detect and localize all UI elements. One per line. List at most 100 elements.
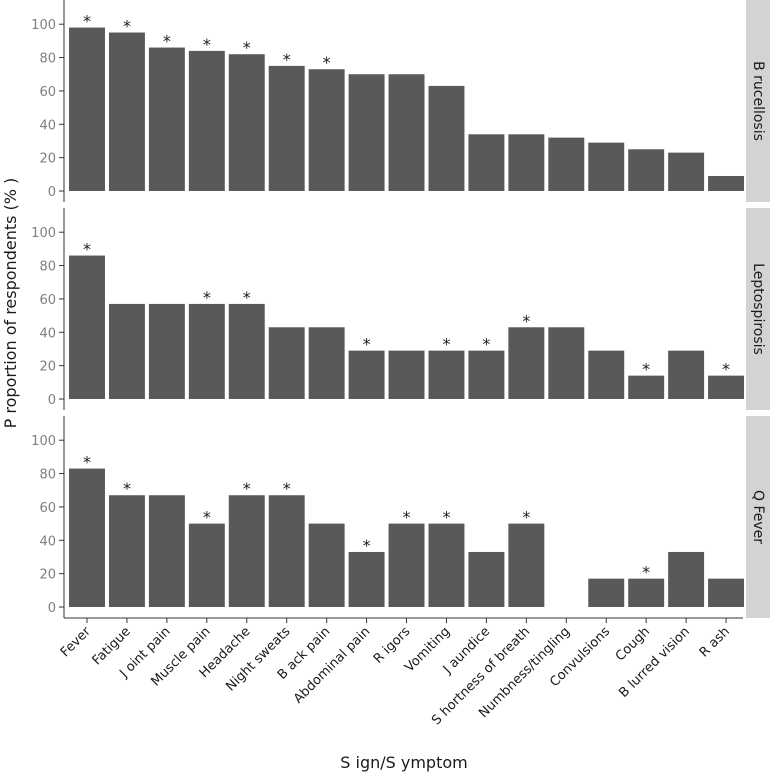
bar-j-aundice [468, 551, 505, 607]
y-tick-label: 80 [39, 260, 56, 275]
bar-b-lurred-vision [668, 152, 705, 191]
bar-j-oint-pain [148, 303, 185, 399]
bar-numbness-tingling [548, 137, 585, 191]
significance-marker: * [442, 335, 450, 354]
bar-fatigue [108, 32, 145, 191]
y-tick-label: 60 [39, 501, 56, 516]
bar-headache [228, 303, 265, 399]
y-tick-label: 0 [48, 185, 56, 200]
bar-r-ash [708, 375, 745, 399]
bar-r-ash [708, 175, 745, 191]
bar-abdominal-pain [348, 551, 385, 607]
y-tick-label: 20 [39, 360, 56, 375]
bar-b-ack-pain [308, 69, 345, 191]
panel-b-rucellosis: 0 20 40 60 80 100 * * * * * * * B rucellosis [31, 0, 770, 202]
significance-marker: * [642, 360, 650, 379]
bar-muscle-pain [188, 523, 225, 607]
significance-marker: * [203, 35, 211, 54]
bar-s-hortness-of-breath [508, 134, 545, 191]
significance-marker: * [123, 17, 131, 36]
y-tick-label: 20 [39, 568, 56, 583]
bar-fatigue [108, 303, 145, 399]
y-tick-label: 0 [48, 601, 56, 616]
facet-strip [746, 0, 770, 202]
bar-numbness-tingling [548, 327, 585, 399]
significance-marker: * [363, 335, 371, 354]
y-tick-label: 40 [39, 326, 56, 341]
bar-abdominal-pain [348, 350, 385, 399]
bar-headache [228, 495, 265, 607]
bar-convulsions [588, 578, 625, 607]
y-tick-label: 0 [48, 393, 56, 408]
bar-b-lurred-vision [668, 551, 705, 607]
y-axis-title: P roportion of respondents (% ) [1, 178, 20, 429]
significance-marker: * [522, 311, 530, 330]
y-tick-label: 40 [39, 534, 56, 549]
bar-fever [69, 255, 105, 399]
x-tick-label-abdominal-pain: Abdominal pain [291, 624, 373, 706]
facet-label-leptospirosis: Leptospirosis [750, 263, 766, 355]
y-tick-label: 80 [39, 52, 56, 67]
bar-s-hortness-of-breath [508, 327, 545, 399]
bar-abdominal-pain [348, 74, 385, 191]
y-tick-label: 20 [39, 152, 56, 167]
bar-b-ack-pain [308, 327, 345, 399]
panel-leptospirosis: 0 20 40 60 80 100 * * * * * * * * * Leptospirosis [31, 208, 770, 410]
bar-fever [69, 27, 105, 192]
bar-convulsions [588, 142, 625, 191]
significance-marker: * [123, 479, 131, 498]
y-tick-label: 100 [31, 18, 56, 33]
significance-marker: * [243, 479, 251, 498]
bar-night-sweats [268, 327, 305, 399]
x-tick-label-b-lurred-vision: B lurred vision [616, 624, 693, 701]
bar-s-hortness-of-breath [508, 523, 545, 607]
significance-marker: * [243, 288, 251, 307]
y-tick-label: 100 [31, 434, 56, 449]
bar-cough [628, 578, 665, 607]
bar-fever [69, 468, 105, 607]
bar-cough [628, 375, 665, 399]
bar-vomiting [428, 523, 465, 607]
bar-r-igors [388, 350, 425, 399]
y-tick-label: 60 [39, 85, 56, 100]
y-tick-label: 40 [39, 118, 56, 133]
x-tick-label-r-ash: R ash [697, 624, 733, 660]
bar-r-ash [708, 578, 745, 607]
bar-muscle-pain [188, 303, 225, 399]
bar-j-aundice [468, 134, 505, 191]
bar-r-igors [388, 523, 425, 607]
bar-vomiting [428, 85, 465, 191]
significance-marker: * [83, 240, 91, 259]
facet-strip [746, 208, 770, 410]
significance-marker: * [363, 536, 371, 555]
y-tick-label: 60 [39, 293, 56, 308]
bar-fatigue [108, 495, 145, 607]
bar-j-oint-pain [148, 47, 185, 191]
facet-label-q-fever: Q Fever [750, 490, 766, 544]
bar-b-ack-pain [308, 523, 345, 607]
bar-headache [228, 54, 265, 191]
bar-j-aundice [468, 350, 505, 399]
significance-marker: * [283, 50, 291, 69]
significance-marker: * [203, 288, 211, 307]
significance-marker: * [642, 563, 650, 582]
bar-j-oint-pain [148, 495, 185, 607]
x-axis-title: S ign/S ymptom [340, 753, 467, 772]
significance-marker: * [403, 508, 411, 527]
bar-b-lurred-vision [668, 350, 705, 399]
x-tick-label-fever: Fever [58, 624, 94, 660]
bar-night-sweats [268, 65, 305, 191]
chart-panels: 0 20 40 60 80 100 * * * * * * * B rucellosis 0 20 40 60 80… [31, 0, 770, 619]
bar-r-igors [388, 74, 425, 191]
significance-marker: * [83, 12, 91, 31]
bar-cough [628, 149, 665, 191]
significance-marker: * [243, 38, 251, 57]
bar-vomiting [428, 350, 465, 399]
y-tick-label: 100 [31, 226, 56, 241]
significance-marker: * [283, 479, 291, 498]
significance-marker: * [83, 453, 91, 472]
significance-marker: * [482, 335, 490, 354]
significance-marker: * [442, 508, 450, 527]
